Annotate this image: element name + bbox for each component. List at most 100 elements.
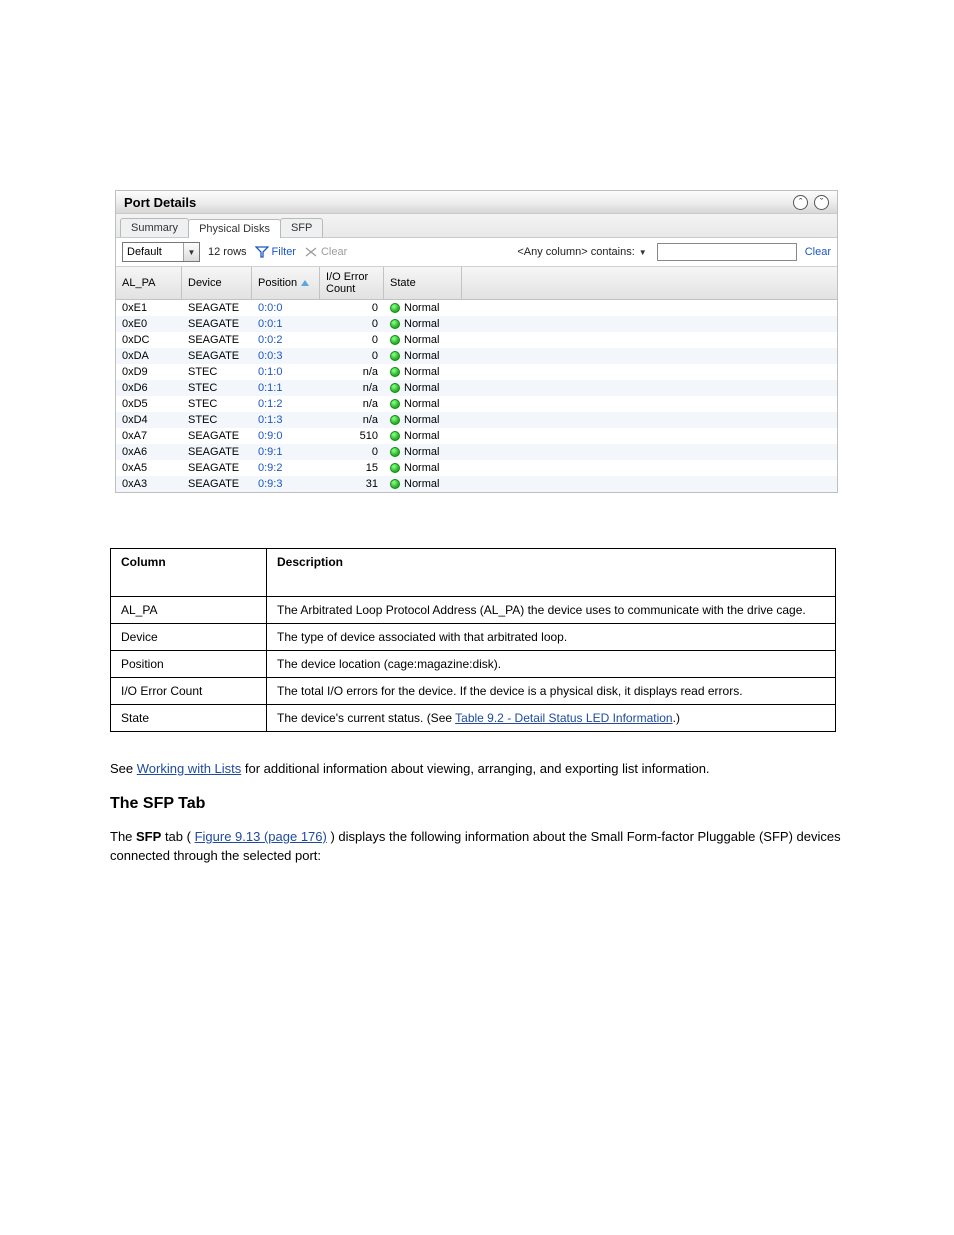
cell-device: STEC [182,365,252,379]
cell-alpa: 0xE1 [116,301,182,315]
desc-cell-text: The device's current status. (See Table … [267,705,836,732]
column-filter-contains[interactable]: <Any column> contains: ▼ [517,246,648,258]
status-normal-icon [390,399,400,409]
cell-position[interactable]: 0:9:1 [252,445,320,459]
table-row[interactable]: 0xDCSEAGATE0:0:20Normal [116,332,837,348]
cell-position[interactable]: 0:0:1 [252,317,320,331]
port-details-panel: Port Details ˆ ˇ Summary Physical Disks … [115,190,838,493]
cell-state: Normal [384,477,462,491]
filter-icon [255,246,269,258]
cell-io-error: 31 [320,477,384,491]
table-row[interactable]: 0xA3SEAGATE0:9:331Normal [116,476,837,492]
cell-alpa: 0xDA [116,349,182,363]
collapse-down-icon[interactable]: ˇ [814,195,829,210]
cell-position[interactable]: 0:9:3 [252,477,320,491]
column-header-device[interactable]: Device [182,267,252,299]
cell-state: Normal [384,429,462,443]
cell-alpa: 0xD9 [116,365,182,379]
cell-io-error: 0 [320,445,384,459]
paragraph: See Working with Lists for additional in… [110,760,844,779]
table-row[interactable]: 0xD9STEC0:1:0n/aNormal [116,364,837,380]
column-header-alpa[interactable]: AL_PA [116,267,182,299]
cell-state: Normal [384,381,462,395]
cell-io-error: 0 [320,317,384,331]
desc-col-header: Description [267,549,836,597]
link-working-with-lists[interactable]: Working with Lists [137,761,242,776]
grid-toolbar: Default ▼ 12 rows Filter Clear <Any colu… [116,238,837,267]
cell-position[interactable]: 0:0:2 [252,333,320,347]
cell-alpa: 0xD5 [116,397,182,411]
cell-state: Normal [384,413,462,427]
cell-position[interactable]: 0:9:2 [252,461,320,475]
cell-alpa: 0xA3 [116,477,182,491]
grid-body: 0xE1SEAGATE0:0:00Normal0xE0SEAGATE0:0:10… [116,300,837,492]
link-figure-9-13[interactable]: Figure 9.13 (page 176) [195,829,327,844]
column-description-table: Column Description AL_PAThe Arbitrated L… [110,548,836,732]
chevron-down-icon: ▼ [183,243,199,261]
search-input[interactable] [657,243,797,261]
tab-physical-disks[interactable]: Physical Disks [188,219,281,238]
cell-state: Normal [384,301,462,315]
desc-cell-name: State [111,705,267,732]
table-row[interactable]: 0xA6SEAGATE0:9:10Normal [116,444,837,460]
cell-device: SEAGATE [182,461,252,475]
cell-state: Normal [384,445,462,459]
desc-cell-name: AL_PA [111,597,267,624]
filter-button[interactable]: Filter [255,246,296,258]
table-row[interactable]: 0xD4STEC0:1:3n/aNormal [116,412,837,428]
view-select-value: Default [123,246,183,258]
cell-device: SEAGATE [182,301,252,315]
cell-position[interactable]: 0:1:0 [252,365,320,379]
cell-alpa: 0xD6 [116,381,182,395]
column-header-position[interactable]: Position [252,267,320,299]
cell-io-error: 0 [320,333,384,347]
clear-filter-button[interactable]: Clear [304,246,347,258]
cell-position[interactable]: 0:1:1 [252,381,320,395]
table-row[interactable]: 0xDASEAGATE0:0:30Normal [116,348,837,364]
cell-position[interactable]: 0:1:2 [252,397,320,411]
sort-ascending-icon [301,280,309,286]
collapse-up-icon[interactable]: ˆ [793,195,808,210]
cell-io-error: 0 [320,301,384,315]
table-row[interactable]: 0xA7SEAGATE0:9:0510Normal [116,428,837,444]
grid-header: AL_PA Device Position I/O Error Count St… [116,267,837,300]
tab-summary[interactable]: Summary [120,218,189,237]
desc-cell-text: The Arbitrated Loop Protocol Address (AL… [267,597,836,624]
cell-device: SEAGATE [182,317,252,331]
desc-cell-name: Device [111,624,267,651]
column-header-io-error[interactable]: I/O Error Count [320,267,384,299]
narrative: See Working with Lists for additional in… [110,760,844,866]
table-row[interactable]: 0xD5STEC0:1:2n/aNormal [116,396,837,412]
cell-position[interactable]: 0:9:0 [252,429,320,443]
status-normal-icon [390,415,400,425]
desc-col-header: Column [111,549,267,597]
tab-sfp[interactable]: SFP [280,218,323,237]
cell-device: STEC [182,397,252,411]
cell-io-error: n/a [320,397,384,411]
cell-alpa: 0xE0 [116,317,182,331]
cell-device: SEAGATE [182,445,252,459]
clear-icon [304,246,318,258]
table-row[interactable]: 0xE0SEAGATE0:0:10Normal [116,316,837,332]
table-row[interactable]: 0xA5SEAGATE0:9:215Normal [116,460,837,476]
paragraph: The SFP tab ( Figure 9.13 (page 176) ) d… [110,828,844,866]
column-header-state[interactable]: State [384,267,462,299]
table-row[interactable]: 0xE1SEAGATE0:0:00Normal [116,300,837,316]
table-row[interactable]: 0xD6STEC0:1:1n/aNormal [116,380,837,396]
desc-row: DeviceThe type of device associated with… [111,624,836,651]
view-select[interactable]: Default ▼ [122,242,200,262]
cell-io-error: n/a [320,381,384,395]
cell-position[interactable]: 0:1:3 [252,413,320,427]
cell-state: Normal [384,365,462,379]
heading-sfp-tab: The SFP Tab [110,792,844,815]
cell-io-error: 0 [320,349,384,363]
link-table-9-2[interactable]: Table 9.2 - Detail Status LED Informatio… [455,711,672,725]
cell-device: STEC [182,413,252,427]
cell-io-error: n/a [320,365,384,379]
cell-position[interactable]: 0:0:0 [252,301,320,315]
cell-position[interactable]: 0:0:3 [252,349,320,363]
cell-state: Normal [384,317,462,331]
cell-alpa: 0xA7 [116,429,182,443]
clear-search-button[interactable]: Clear [805,246,831,258]
panel-title: Port Details [124,195,793,210]
